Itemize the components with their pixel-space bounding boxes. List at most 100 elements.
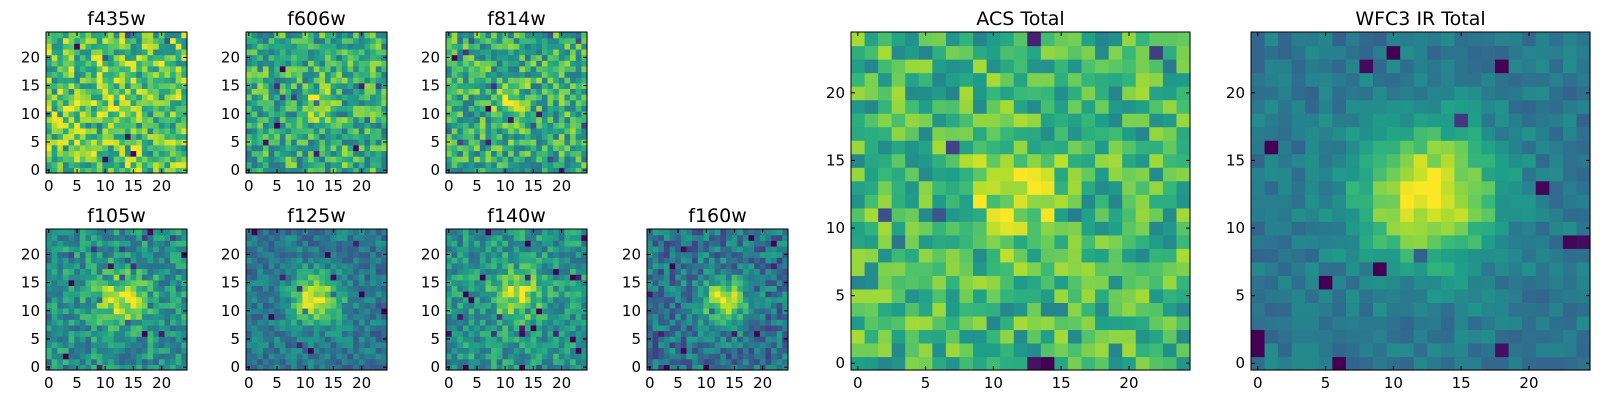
heatmap-cell	[158, 251, 166, 258]
heatmap-cell	[570, 291, 577, 298]
heatmap-cell	[141, 110, 149, 118]
heatmap-cell	[692, 319, 699, 326]
heatmap-cell	[102, 285, 109, 292]
heatmap-cell	[285, 133, 292, 140]
heatmap-cell	[347, 161, 354, 168]
heatmap-cell	[547, 127, 554, 135]
heatmap-cell	[302, 116, 309, 123]
heatmap-cell	[153, 274, 160, 281]
heatmap-cell	[575, 229, 582, 236]
heatmap-cell	[468, 324, 475, 332]
heatmap-cell	[451, 257, 458, 264]
heatmap-cell	[130, 105, 137, 112]
heatmap-cell	[74, 319, 81, 326]
heatmap-cell	[136, 60, 143, 67]
heatmap-cell	[496, 110, 503, 118]
heatmap-cell	[474, 313, 481, 320]
heatmap-cell	[170, 358, 177, 365]
heatmap-cell	[279, 336, 287, 343]
heatmap-cell	[541, 161, 549, 168]
heatmap-cell	[136, 353, 143, 360]
heatmap-cell	[341, 302, 349, 309]
heatmap-cell	[353, 65, 360, 73]
heatmap-cell	[175, 257, 182, 264]
heatmap-cell	[451, 341, 458, 349]
heatmap-cell	[147, 330, 154, 337]
heatmap-cell	[1013, 194, 1028, 209]
heatmap-cell	[268, 127, 275, 135]
heatmap-cell	[553, 99, 560, 106]
heatmap-cell	[508, 336, 515, 343]
heatmap-cell	[680, 291, 688, 298]
heatmap-cell	[124, 88, 132, 95]
heatmap-cell	[725, 296, 733, 303]
heatmap-cell	[714, 341, 721, 349]
heatmap-cell	[119, 291, 126, 298]
heatmap-cell	[170, 99, 177, 106]
heatmap-cell	[457, 156, 464, 163]
heatmap-cell	[479, 48, 487, 56]
heatmap-cell	[1067, 275, 1083, 290]
heatmap-cell	[353, 133, 360, 140]
heatmap-cell	[175, 353, 182, 360]
panel-title: f606w	[287, 8, 346, 30]
heatmap-cell	[479, 167, 487, 174]
heatmap-cell	[519, 94, 526, 101]
heatmap-cell	[1040, 261, 1055, 276]
x-tick-label: 5	[472, 374, 482, 392]
heatmap-cell	[279, 167, 287, 174]
heatmap-cell	[1176, 288, 1191, 303]
heatmap-cell	[524, 71, 532, 78]
heatmap-cell	[251, 156, 258, 163]
heatmap-cell	[1013, 221, 1028, 236]
heatmap-cell	[46, 65, 53, 73]
heatmap-cell	[291, 94, 298, 101]
heatmap-cell	[91, 285, 98, 292]
heatmap-cell	[553, 161, 560, 168]
heatmap-cell	[553, 65, 560, 73]
heatmap-cell	[474, 54, 481, 61]
heatmap-cell	[175, 358, 182, 365]
heatmap-cell	[108, 150, 115, 157]
heatmap-cell	[119, 229, 126, 236]
heatmap-cell	[541, 94, 549, 101]
heatmap-cell	[647, 274, 654, 281]
heatmap-cell	[85, 82, 92, 89]
heatmap-cell	[558, 234, 566, 241]
heatmap-cell	[686, 353, 693, 360]
heatmap-cell	[737, 291, 744, 298]
heatmap-cell	[175, 296, 182, 303]
heatmap-cell	[692, 279, 699, 286]
heatmap-cell	[147, 364, 154, 371]
heatmap-cell	[973, 315, 988, 331]
heatmap-cell	[96, 245, 103, 253]
heatmap-cell	[692, 285, 699, 292]
heatmap-cell	[319, 274, 326, 281]
heatmap-cell	[74, 279, 81, 286]
heatmap-cell	[91, 32, 98, 39]
heatmap-cell	[558, 94, 566, 101]
heatmap-cell	[51, 229, 58, 236]
heatmap-cell	[336, 285, 343, 292]
heatmap-cell	[96, 54, 103, 61]
heatmap-cell	[153, 279, 160, 286]
heatmap-cell	[462, 302, 470, 309]
heatmap-cell	[353, 105, 360, 112]
heatmap-cell	[262, 94, 270, 101]
heatmap-cell	[164, 364, 171, 371]
heatmap-cell	[370, 156, 377, 163]
heatmap-cell	[341, 144, 349, 152]
heatmap-cell	[324, 133, 332, 140]
heatmap-cell	[675, 358, 682, 365]
heatmap-cell	[468, 313, 475, 320]
heatmap-cell	[302, 65, 309, 73]
heatmap-cell	[285, 364, 292, 371]
heatmap-cell	[358, 347, 366, 354]
heatmap-cell	[341, 245, 349, 253]
heatmap-cell	[1013, 315, 1028, 331]
heatmap-cell	[558, 144, 566, 152]
heatmap-cell	[581, 302, 588, 309]
heatmap-cell	[692, 347, 699, 354]
heatmap-cell	[370, 268, 377, 275]
